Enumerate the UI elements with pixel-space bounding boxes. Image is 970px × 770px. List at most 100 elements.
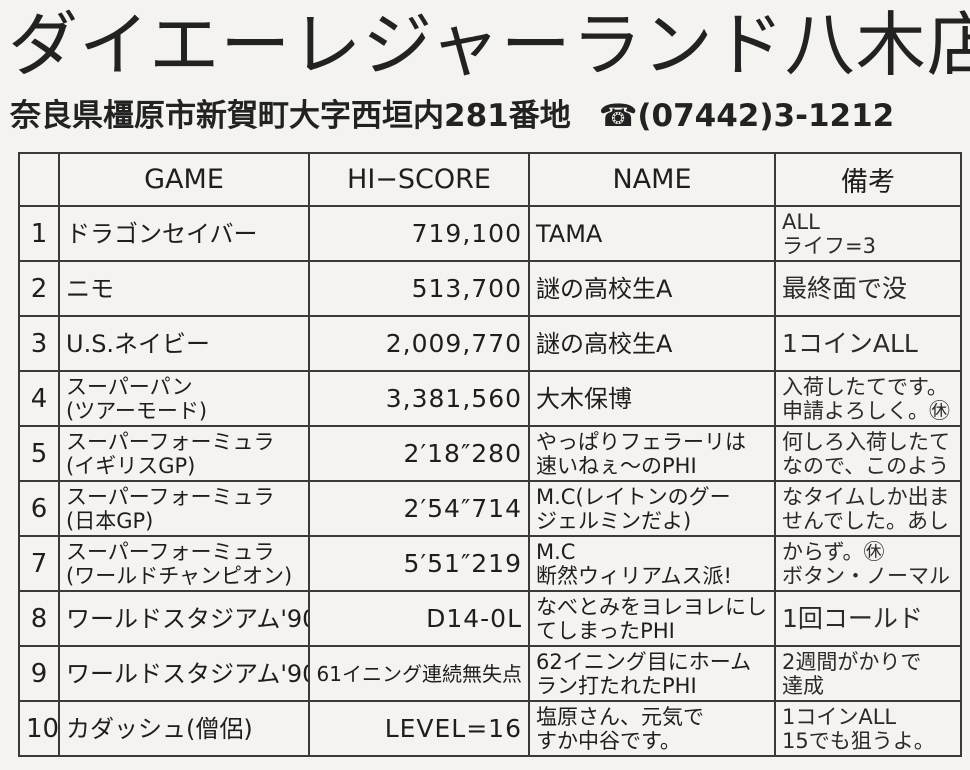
score-cell: 3,381,560	[308, 370, 530, 427]
note-line: 1コインALL	[782, 704, 897, 729]
note-line: 最終面で没	[782, 273, 908, 303]
table-header-row: GAME HI−SCORE NAME 備考	[18, 152, 962, 207]
game-line: スーパーフォーミュラ	[66, 429, 275, 454]
game-cell: ドラゴンセイバー	[58, 205, 310, 262]
store-address: 奈良県橿原市新賀町大字西垣内281番地	[10, 98, 571, 134]
note-line: 入荷したてです。	[782, 374, 948, 399]
name-line: 断然ウィリアムス派!	[536, 563, 732, 588]
note-cell: ALL ライフ=3	[774, 205, 962, 262]
note-line: 15でも狙うよ。	[782, 728, 935, 753]
table-row: 3 U.S.ネイビー 2,009,770 謎の高校生A 1コインALL	[18, 315, 962, 372]
score-cell: D14-0L	[308, 590, 530, 647]
store-title: ダイエーレジャーランド八木店	[8, 4, 970, 86]
game-line: スーパーフォーミュラ	[66, 484, 275, 509]
score-cell: 2,009,770	[308, 315, 530, 372]
rank-header	[18, 152, 60, 207]
score-cell: 61イニング連続無失点	[308, 645, 530, 702]
score-cell: 2′18″280	[308, 425, 530, 482]
game-line: (イギリスGP)	[66, 453, 196, 478]
name-line: すか中谷です。	[536, 728, 681, 753]
name-line: 謎の高校生A	[536, 329, 673, 358]
name-cell: やっぱりフェラーリは 速いねぇ〜のPHI	[528, 425, 776, 482]
name-cell: 大木保博	[528, 370, 776, 427]
game-cell: スーパーフォーミュラ (イギリスGP)	[58, 425, 310, 482]
score-cell: 513,700	[308, 260, 530, 317]
game-cell: スーパーフォーミュラ (ワールドチャンピオン)	[58, 535, 310, 592]
note-line: 2週間がかりで	[782, 649, 922, 674]
table-row: 4 スーパーパン (ツアーモード) 3,381,560 大木保博 入荷したてです。 申請よろ…	[18, 370, 962, 427]
table-row: 10 カダッシュ(僧侶) LEVEL=16 塩原さん、元気で すか中谷です。 1コインAL…	[18, 700, 962, 757]
note-cell: からず。㊡ ボタン・ノーマル	[774, 535, 962, 592]
game-cell: ニモ	[58, 260, 310, 317]
name-line: M.C	[536, 539, 576, 564]
table-row: 6 スーパーフォーミュラ (日本GP) 2′54″714 M.C(レイトンのグー ジェルミ…	[18, 480, 962, 537]
rank-cell: 3	[18, 315, 60, 372]
store-phone: ☎(07442)3-1212	[598, 98, 895, 134]
note-cell: 2週間がかりで 達成	[774, 645, 962, 702]
game-line: ニモ	[66, 274, 114, 303]
game-cell: スーパーフォーミュラ (日本GP)	[58, 480, 310, 537]
note-line: なので、このよう	[782, 453, 950, 478]
note-line: なタイムしか出ま	[782, 484, 950, 509]
name-cell: 62イニング目にホーム ラン打たれたPHI	[528, 645, 776, 702]
address-line: 奈良県橿原市新賀町大字西垣内281番地 ☎(07442)3-1212	[10, 92, 960, 140]
name-line: やっぱりフェラーリは	[536, 429, 746, 454]
rank-cell: 5	[18, 425, 60, 482]
rank-cell: 9	[18, 645, 60, 702]
rank-cell: 4	[18, 370, 60, 427]
game-line: (ツアーモード)	[66, 398, 208, 423]
note-cell: 1回コールド	[774, 590, 962, 647]
note-line: せんでした。あし	[782, 508, 949, 533]
note-cell: 何しろ入荷したて なので、このよう	[774, 425, 962, 482]
table-row: 9 ワールドスタジアム'90 61イニング連続無失点 62イニング目にホーム ラン打たれ…	[18, 645, 962, 702]
name-line: なべとみをヨレヨレにし	[536, 594, 767, 619]
note-line: 1回コールド	[782, 603, 923, 633]
note-line: 申請よろしく。㊡	[782, 398, 950, 423]
note-cell: なタイムしか出ま せんでした。あし	[774, 480, 962, 537]
score-cell: 5′51″219	[308, 535, 530, 592]
score-cell: 719,100	[308, 205, 530, 262]
name-line: TAMA	[536, 219, 603, 248]
game-line: ワールドスタジアム'90	[66, 659, 309, 688]
note-cell: 1コインALL 15でも狙うよ。	[774, 700, 962, 757]
game-line: (日本GP)	[66, 508, 154, 533]
name-line: てしまったPHI	[536, 618, 675, 643]
name-line: ラン打たれたPHI	[536, 673, 697, 698]
game-line: スーパーフォーミュラ	[66, 539, 275, 564]
note-line: 何しろ入荷したて	[782, 429, 950, 454]
game-line: ワールドスタジアム'90	[66, 604, 309, 633]
game-line: ドラゴンセイバー	[66, 219, 258, 248]
name-line: 62イニング目にホーム	[536, 649, 752, 674]
game-cell: スーパーパン (ツアーモード)	[58, 370, 310, 427]
game-header: GAME	[58, 152, 310, 207]
game-line: U.S.ネイビー	[66, 329, 211, 358]
name-cell: TAMA	[528, 205, 776, 262]
name-line: 大木保博	[536, 384, 632, 413]
name-cell: 謎の高校生A	[528, 315, 776, 372]
name-line: 謎の高校生A	[536, 274, 673, 303]
game-line: (ワールドチャンピオン)	[66, 563, 293, 588]
name-line: 速いねぇ〜のPHI	[536, 453, 697, 478]
note-line: からず。㊡	[782, 539, 885, 564]
game-line: スーパーパン	[66, 374, 193, 399]
table-row: 8 ワールドスタジアム'90 D14-0L なべとみをヨレヨレにし てしまったPHI 1回…	[18, 590, 962, 647]
game-cell: ワールドスタジアム'90	[58, 590, 310, 647]
score-cell: LEVEL=16	[308, 700, 530, 757]
rank-cell: 6	[18, 480, 60, 537]
table-body: 1 ドラゴンセイバー 719,100 TAMA ALL ライフ=3 2 ニモ 513,700 謎の…	[18, 205, 962, 757]
table-row: 7 スーパーフォーミュラ (ワールドチャンピオン) 5′51″219 M.C 断然ウィリア…	[18, 535, 962, 592]
name-line: ジェルミンだよ)	[536, 508, 692, 533]
score-header: HI−SCORE	[308, 152, 530, 207]
rank-cell: 8	[18, 590, 60, 647]
rank-cell: 2	[18, 260, 60, 317]
note-line: ライフ=3	[782, 233, 876, 258]
note-line: ALL	[782, 209, 820, 234]
name-cell: なべとみをヨレヨレにし てしまったPHI	[528, 590, 776, 647]
table-row: 1 ドラゴンセイバー 719,100 TAMA ALL ライフ=3	[18, 205, 962, 262]
name-line: M.C(レイトンのグー	[536, 484, 731, 509]
note-cell: 1コインALL	[774, 315, 962, 372]
note-header: 備考	[774, 152, 962, 207]
note-cell: 入荷したてです。 申請よろしく。㊡	[774, 370, 962, 427]
name-cell: 塩原さん、元気で すか中谷です。	[528, 700, 776, 757]
name-header: NAME	[528, 152, 776, 207]
